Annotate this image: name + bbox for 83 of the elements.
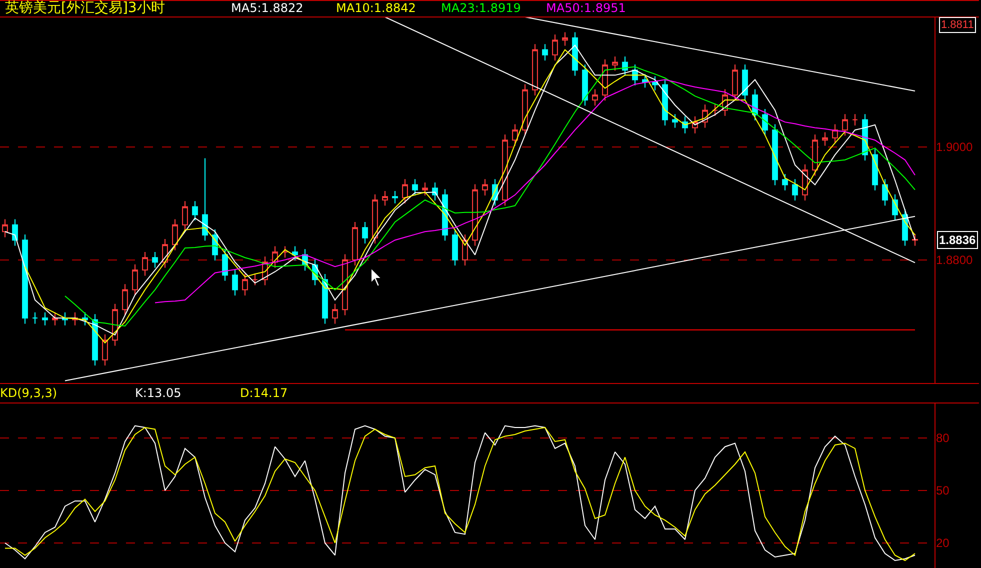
candlestick (252, 273, 258, 286)
candlestick (772, 124, 778, 186)
candlestick (482, 178, 488, 196)
candlestick (182, 200, 188, 231)
candlestick (412, 178, 418, 196)
candlestick (852, 114, 858, 126)
candlestick (472, 184, 478, 246)
candlestick (662, 78, 668, 126)
chart-title: 英镑美元[外汇交易]3小时 (4, 0, 166, 17)
candlestick (232, 268, 238, 296)
y-tick-label: 20 (936, 536, 950, 550)
text: K:13.05 (135, 385, 182, 402)
candlestick (552, 34, 558, 61)
candlestick (712, 104, 718, 116)
candlestick (12, 218, 18, 246)
line-series (64, 66, 916, 326)
candlestick (502, 134, 508, 206)
candlestick (32, 312, 38, 324)
text: D:14.17 (240, 385, 289, 402)
candlestick (582, 64, 588, 106)
candlestick (132, 264, 138, 296)
y-tick-label: 1.9000 (936, 140, 974, 154)
candlestick (362, 222, 368, 244)
candlestick (382, 190, 388, 206)
candlestick (542, 44, 548, 61)
candlestick (652, 76, 658, 91)
candlestick (592, 88, 598, 106)
candlestick (152, 251, 158, 268)
candlestick (512, 124, 518, 146)
candlestick (422, 182, 428, 196)
candlestick (222, 248, 228, 282)
candlestick (732, 64, 738, 102)
candlestick (622, 56, 628, 76)
candlestick (342, 254, 348, 316)
text: MA50:1.8951 (546, 0, 627, 17)
candlestick (102, 334, 108, 366)
candlestick (672, 114, 678, 128)
candlestick (832, 124, 838, 144)
candlestick (642, 74, 648, 88)
text: MA10:1.8842 (336, 0, 417, 17)
candlestick (242, 273, 248, 296)
candlestick (912, 233, 918, 246)
candlestick (292, 246, 298, 261)
candlestick (402, 178, 408, 204)
line-series (154, 79, 916, 304)
y-tick-label: 80 (936, 431, 950, 446)
candlestick (42, 312, 48, 326)
candlestick (322, 273, 328, 324)
candlestick (372, 194, 378, 244)
candlestick (202, 158, 208, 242)
candlestick (282, 246, 288, 258)
candlestick (572, 32, 578, 76)
text: MA23:1.8919 (441, 0, 522, 17)
candlestick (452, 228, 458, 266)
candlestick (532, 44, 538, 96)
text: MA5:1.8822 (231, 0, 304, 17)
text: 1.8811 (941, 19, 974, 31)
candlestick (882, 178, 888, 206)
candlestick (742, 64, 748, 102)
candlestick (192, 200, 198, 221)
candlestick (762, 108, 768, 136)
candlestick (92, 314, 98, 366)
candlestick (782, 174, 788, 191)
candlestick (612, 56, 618, 72)
candlestick (872, 148, 878, 191)
candlestick (562, 32, 568, 46)
candlestick (842, 114, 848, 136)
y-tick-label: 1.8800 (936, 253, 974, 268)
candlestick (822, 132, 828, 146)
y-tick-label: 50 (936, 484, 950, 498)
text: 1.8836 (939, 233, 976, 247)
candlestick (172, 218, 178, 251)
candlestick (522, 84, 528, 136)
candlestick (352, 222, 358, 266)
candlestick (392, 190, 398, 204)
candlestick (602, 58, 608, 102)
chart-title: KD(9,3,3) (0, 385, 58, 402)
candlestick (122, 284, 128, 316)
candlestick (142, 251, 148, 276)
candlestick (792, 178, 798, 202)
candlestick (22, 234, 28, 324)
candlestick (332, 303, 338, 324)
candlestick (812, 134, 818, 176)
